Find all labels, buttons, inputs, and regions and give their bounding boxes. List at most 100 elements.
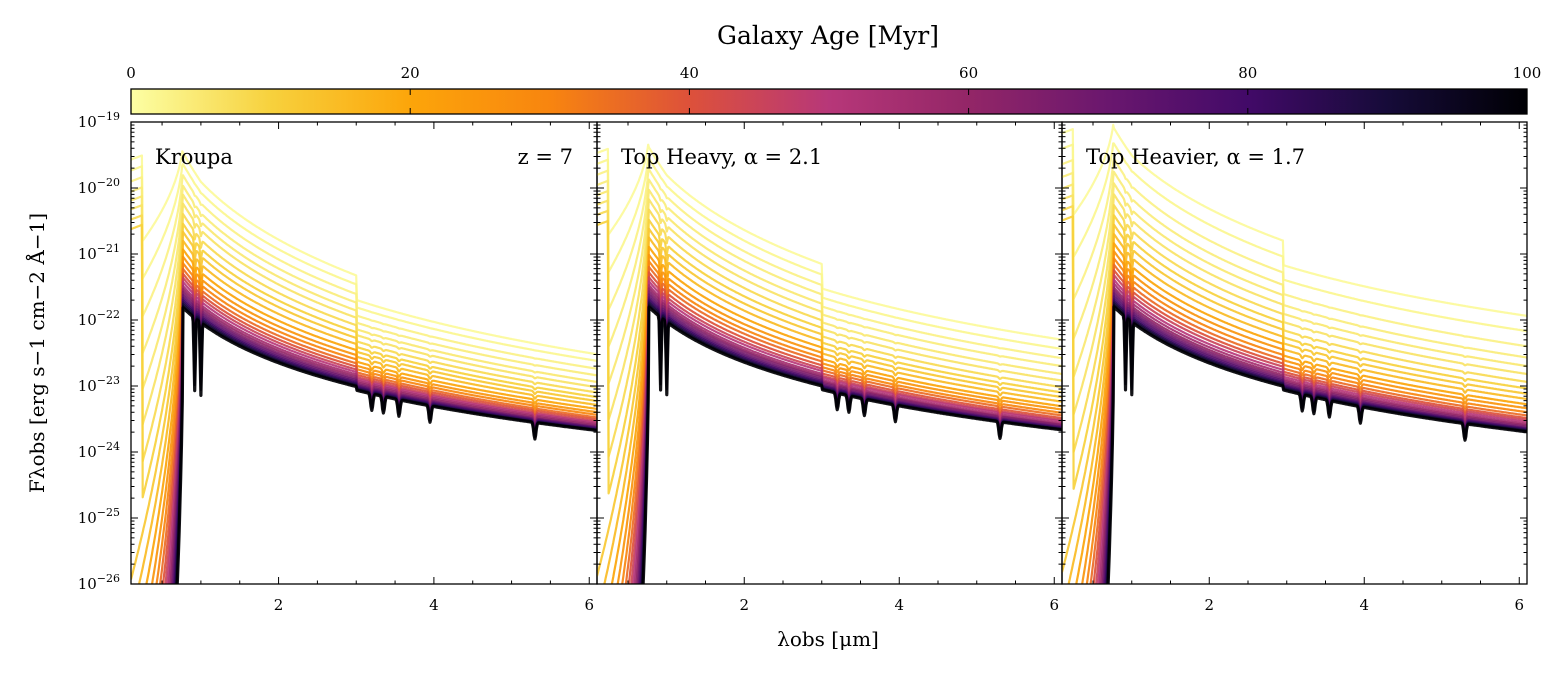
sed-line-age-30 (621, 260, 1062, 584)
sed-line-age-8 (1062, 204, 1527, 453)
panel-label-top-heavier: Top Heavier, α = 1.7 (1086, 145, 1305, 169)
sed-line-age-15 (603, 236, 1062, 584)
colorbar-tick-label: 40 (680, 64, 699, 82)
panel-label-kroupa: Kroupa (155, 145, 233, 169)
sed-line-age-25 (1081, 250, 1527, 584)
sed-line-age-1 (131, 150, 597, 356)
sed-line-age-6 (1062, 193, 1527, 416)
sed-line-age-3 (131, 174, 597, 370)
y-tick-labels: 10−26 10−25 10−24 10−23 10−22 10−21 10−20 10−19 (78, 110, 120, 593)
sed-curves-top-heavier (1062, 123, 1527, 584)
sed-line-age-20 (1075, 242, 1527, 584)
sed-line-age-100 (641, 305, 1062, 584)
sed-line-age-20 (145, 248, 597, 584)
sed-line-age-2 (1062, 142, 1527, 333)
sed-line-age-3 (1062, 157, 1527, 348)
sed-line-age-2 (597, 157, 1062, 350)
y-tick-label: 10−20 (78, 176, 120, 197)
y-tick-label: 10−21 (78, 242, 120, 263)
panel-label-top-heavy: Top Heavy, α = 2.1 (621, 145, 822, 169)
sed-line-age-100 (1106, 305, 1527, 584)
sed-line-age-12 (597, 227, 1062, 577)
sed-line-age-100 (175, 306, 597, 584)
sed-line-age-4 (597, 178, 1062, 368)
sed-line-age-2 (131, 163, 597, 362)
sed-line-age-55 (168, 284, 597, 584)
sed-line-age-4 (1062, 170, 1527, 359)
ticks-top-heavier: 2 4 6 (1062, 121, 1527, 614)
panel-kroupa: 2 4 6 Kroupa z = 7 (130, 121, 598, 614)
x-tick-label: 2 (1204, 596, 1214, 614)
y-tick-label: 10−23 (78, 374, 120, 395)
x-axis-label: λobs [μm] (777, 627, 879, 651)
sed-line-age-50 (1097, 278, 1527, 584)
sed-line-age-45 (1095, 273, 1527, 584)
colorbar-gradient (130, 88, 1528, 115)
x-tick-label: 2 (274, 596, 284, 614)
y-tick-label: 10−19 (78, 110, 120, 131)
y-axis-label: Fλobs [erg s−1 cm−2 Å−1] (24, 213, 49, 493)
colorbar-tick-label: 20 (401, 64, 420, 82)
x-tick-label: 6 (584, 596, 594, 614)
sed-line-age-50 (166, 280, 597, 584)
x-tick-label: 4 (429, 596, 439, 614)
sed-line-age-12 (1062, 223, 1527, 573)
x-tick-label: 2 (739, 596, 749, 614)
sed-line-age-55 (1098, 282, 1527, 584)
y-tick-label: 10−22 (78, 308, 120, 329)
sed-line-age-65 (636, 290, 1062, 584)
panel-top-heavier: 2 4 6 Top Heavier, α = 1.7 (1061, 121, 1528, 614)
sed-line-age-45 (630, 276, 1062, 584)
panel-top-heavy: 2 4 6 Top Heavy, α = 2.1 (596, 121, 1063, 614)
sed-line-age-40 (627, 271, 1062, 584)
sed-line-age-60 (1100, 286, 1527, 584)
sed-line-age-30 (155, 262, 597, 584)
sed-line-age-35 (1089, 263, 1527, 584)
sed-line-age-6 (131, 202, 597, 426)
sed-line-age-20 (610, 245, 1062, 584)
sed-line-age-1 (597, 143, 1062, 341)
sed-line-age-12 (131, 230, 597, 580)
colorbar-tick-label: 80 (1238, 64, 1257, 82)
sed-line-age-10 (131, 222, 597, 499)
sed-line-age-1 (1062, 123, 1527, 317)
colorbar-title: Galaxy Age [Myr] (717, 21, 939, 50)
sed-line-age-15 (137, 239, 597, 584)
x-tick-label: 6 (1049, 596, 1059, 614)
sed-line-age-5 (1062, 182, 1527, 378)
sed-line-age-30 (1085, 257, 1527, 584)
y-tick-label: 10−24 (78, 440, 120, 461)
axes-frame-top-heavier (1061, 121, 1528, 585)
sed-line-age-25 (150, 255, 597, 584)
sed-line-age-8 (597, 208, 1062, 458)
sed-line-age-6 (597, 198, 1062, 421)
sed-line-age-15 (1067, 233, 1527, 584)
sed-line-age-3 (597, 168, 1062, 360)
sed-line-age-8 (131, 213, 597, 463)
x-tick-label: 4 (894, 596, 904, 614)
sed-line-age-35 (159, 267, 597, 584)
sed-line-age-65 (1101, 289, 1527, 584)
sed-line-age-55 (634, 284, 1062, 584)
colorbar: Galaxy Age [Myr] 0 20 40 60 80 100 (126, 21, 1541, 115)
sed-curves-kroupa (131, 150, 597, 584)
sed-line-age-50 (632, 280, 1062, 584)
x-tick-label: 6 (1514, 596, 1524, 614)
sed-line-age-4 (131, 184, 597, 377)
y-tick-label: 10−25 (78, 506, 120, 527)
colorbar-tick-label: 0 (126, 64, 136, 82)
colorbar-ticks: 0 20 40 60 80 100 (126, 64, 1541, 114)
sed-line-age-40 (1092, 269, 1527, 584)
sed-line-age-35 (624, 265, 1062, 584)
sed-line-age-10 (597, 218, 1062, 495)
sed-line-age-60 (169, 287, 597, 584)
x-tick-label: 4 (1359, 596, 1369, 614)
redshift-annotation: z = 7 (518, 145, 573, 169)
colorbar-tick-label: 100 (1513, 64, 1542, 82)
y-tick-label: 10−26 (78, 572, 120, 593)
sed-line-age-10 (1062, 214, 1527, 490)
sed-curves-top-heavy (597, 143, 1062, 584)
sed-line-age-45 (164, 276, 597, 584)
sed-line-age-25 (616, 253, 1062, 584)
